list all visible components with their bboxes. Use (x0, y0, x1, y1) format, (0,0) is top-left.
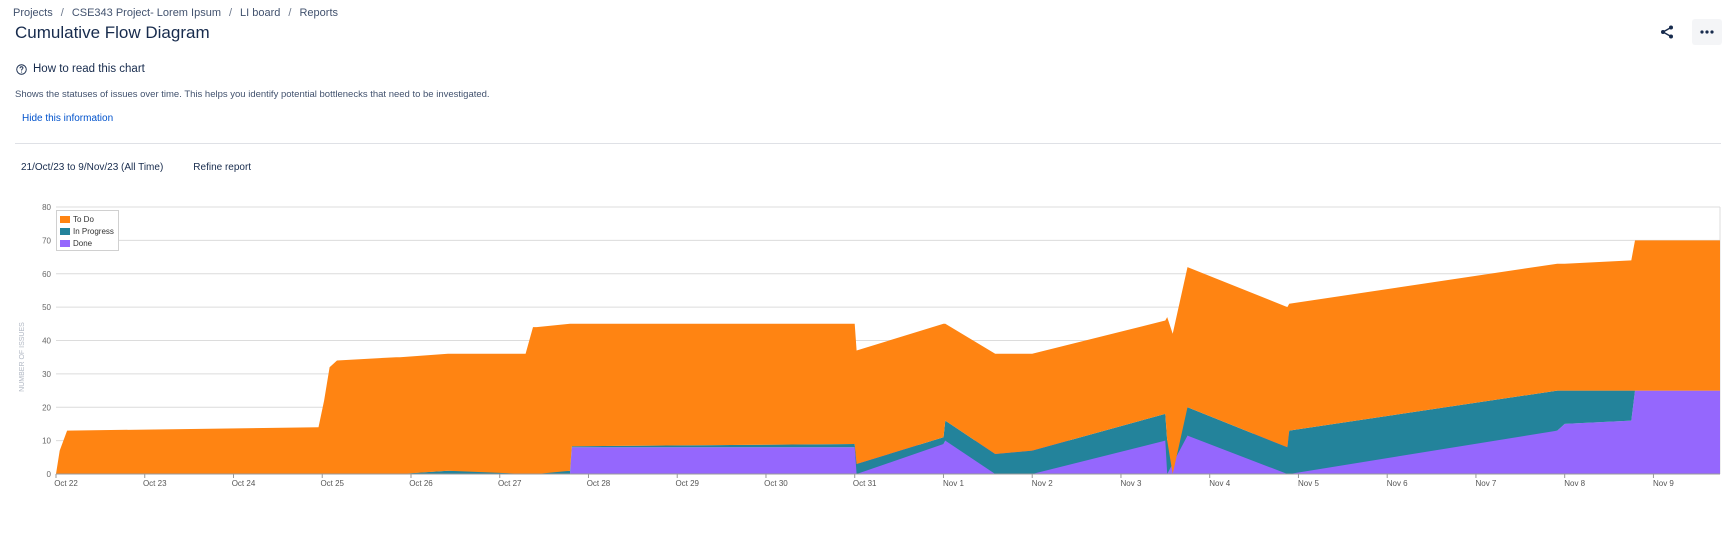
x-tick-label: Nov 9 (1653, 479, 1674, 488)
x-tick-label: Nov 8 (1564, 479, 1585, 488)
chart-svg: 0 10 20 30 40 50 60 70 80 Oct 22 Oct 23 Oct 24 Oct 2… (19, 203, 1721, 488)
divider (15, 143, 1721, 144)
report-filters: 21/Oct/23 to 9/Nov/23 (All Time) Refine … (21, 162, 251, 173)
x-tick-label: Oct 24 (232, 479, 256, 488)
breadcrumb-separator: / (60, 7, 64, 19)
help-header: How to read this chart (16, 63, 145, 75)
legend-item-in-progress: In Progress (60, 225, 114, 237)
breadcrumb-separator: / (228, 7, 233, 19)
x-tick-label: Oct 25 (320, 479, 344, 488)
cumulative-flow-chart: 0 10 20 30 40 50 60 70 80 Oct 22 Oct 23 Oct 24 Oct 2… (0, 195, 1732, 549)
x-tick-label: Nov 5 (1298, 479, 1319, 488)
breadcrumb-separator: / (288, 7, 292, 19)
x-tick-label: Nov 1 (943, 479, 964, 488)
legend-swatch-done (60, 239, 70, 247)
x-tick-label: Oct 27 (498, 479, 522, 488)
chart-axes: 0 10 20 30 40 50 60 70 80 Oct 22 Oct 23 Oct 24 Oct 2… (42, 203, 1720, 488)
y-tick-label: 30 (42, 370, 51, 379)
legend-swatch-in-progress (60, 227, 70, 235)
legend-label-done: Done (73, 238, 93, 248)
legend-item-done: Done (60, 237, 114, 249)
breadcrumb-reports[interactable]: Reports (299, 7, 339, 19)
share-button[interactable] (1652, 19, 1682, 45)
help-description: Shows the statuses of issues over time. … (15, 89, 490, 100)
page-title: Cumulative Flow Diagram (15, 23, 210, 42)
y-tick-label: 80 (42, 203, 51, 212)
y-tick-label: 40 (42, 337, 51, 346)
question-circle-icon (16, 63, 27, 75)
x-tick-label: Nov 2 (1032, 479, 1053, 488)
legend-label-todo: To Do (73, 214, 94, 224)
breadcrumb-board[interactable]: LI board (240, 7, 281, 19)
y-tick-label: 50 (42, 303, 51, 312)
x-tick-label: Nov 4 (1209, 479, 1230, 488)
y-tick-label: 20 (42, 403, 51, 412)
x-tick-label: Nov 3 (1121, 479, 1142, 488)
hide-information-link[interactable]: Hide this information (22, 113, 114, 124)
y-tick-label: 70 (42, 236, 51, 245)
chart-legend: To Do In Progress Done (56, 210, 119, 251)
area-to-do (56, 240, 1720, 474)
y-tick-label: 10 (42, 437, 51, 446)
x-tick-label: Oct 30 (764, 479, 788, 488)
more-actions-button[interactable] (1692, 19, 1722, 45)
share-icon (1661, 25, 1673, 39)
more-icon (1700, 30, 1714, 34)
date-range-filter[interactable]: 21/Oct/23 to 9/Nov/23 (All Time) (21, 162, 164, 173)
x-tick-label: Oct 22 (54, 479, 78, 488)
x-tick-label: Oct 29 (675, 479, 699, 488)
x-tick-label: Oct 26 (409, 479, 433, 488)
x-tick-label: Oct 31 (853, 479, 877, 488)
breadcrumb-project[interactable]: CSE343 Project- Lorem Ipsum (71, 7, 221, 19)
y-axis-label: NUMBER OF ISSUES (19, 322, 26, 392)
x-tick-label: Oct 23 (143, 479, 167, 488)
legend-label-in-progress: In Progress (73, 226, 114, 236)
breadcrumb: Projects / CSE343 Project- Lorem Ipsum /… (13, 7, 338, 19)
x-tick-label: Oct 28 (587, 479, 611, 488)
help-title: How to read this chart (33, 63, 145, 75)
x-tick-label: Nov 7 (1475, 479, 1496, 488)
legend-swatch-todo (60, 215, 70, 223)
x-tick-label: Nov 6 (1387, 479, 1408, 488)
refine-report-button[interactable]: Refine report (193, 162, 252, 173)
area-in-progress (56, 390, 1720, 474)
breadcrumb-projects[interactable]: Projects (13, 7, 53, 19)
chart-areas (56, 240, 1720, 474)
y-tick-label: 60 (42, 270, 51, 279)
legend-item-todo: To Do (60, 213, 114, 225)
header-actions (1652, 19, 1722, 45)
y-tick-label: 0 (47, 470, 52, 479)
